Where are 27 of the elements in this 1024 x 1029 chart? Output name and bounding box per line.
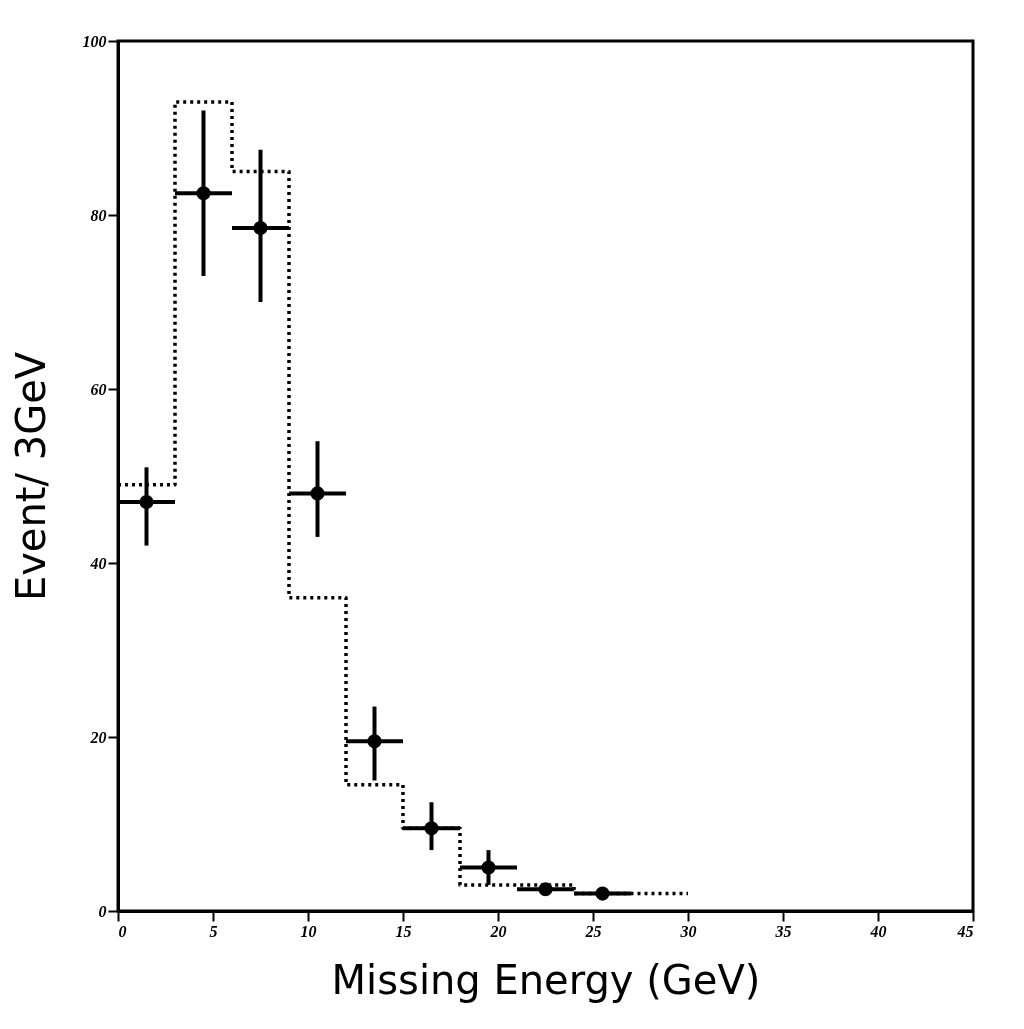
point — [253, 220, 268, 236]
x-tick-label: 30 — [679, 922, 697, 940]
x-tick-label: 25 — [584, 922, 602, 940]
point — [310, 486, 325, 501]
point — [139, 495, 154, 510]
y-tick-label: 0 — [98, 902, 107, 920]
point — [538, 882, 553, 897]
point — [595, 886, 610, 901]
y-axis-title: Event/ 3GeV — [7, 351, 54, 602]
x-tick-label: 35 — [774, 922, 792, 940]
x-tick-label: 5 — [209, 922, 218, 940]
x-tick-label: 20 — [489, 922, 507, 940]
x-tick-label: 15 — [395, 922, 412, 940]
point — [424, 821, 439, 836]
y-tick-label: 100 — [82, 32, 107, 50]
point — [367, 734, 382, 749]
y-tick-label: 60 — [90, 380, 107, 398]
x-tick-label: 45 — [956, 922, 974, 940]
y-tick-label: 80 — [90, 206, 107, 224]
y-tick-label: 40 — [89, 554, 107, 572]
point — [481, 860, 496, 875]
point — [196, 186, 211, 201]
x-tick-label: 10 — [300, 922, 317, 940]
x-tick-label: 0 — [118, 922, 127, 940]
x-axis-title: Missing Energy (GeV) — [331, 956, 761, 1003]
y-tick-label: 20 — [89, 728, 107, 746]
x-tick-label: 40 — [869, 922, 887, 940]
